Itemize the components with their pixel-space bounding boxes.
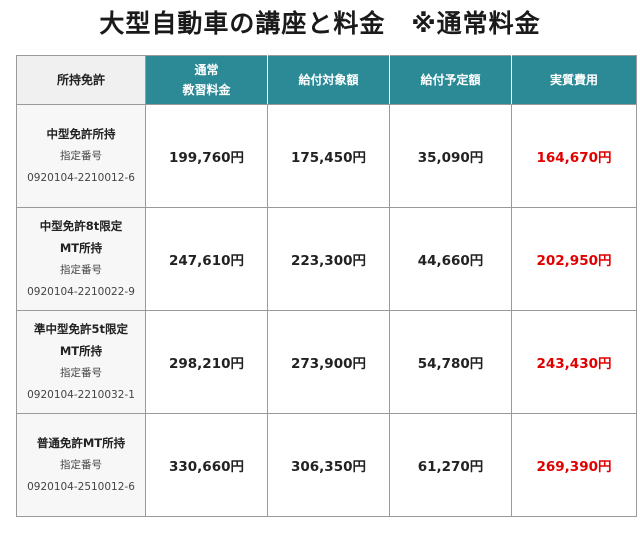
eligible-amount: 223,300円 [291,253,366,269]
tuition-amount: 330,660円 [169,459,244,475]
header-tuition: 通常 教習料金 [145,55,268,105]
header-row: 所持免許 通常 教習料金 給付対象額 給付予定額 実質費用 [16,55,637,105]
eligible-cell: 223,300円 [267,207,390,311]
header-tuition-line1: 通常 [194,63,219,77]
license-cell: 準中型免許5t限定 MT所持 指定番号 0920104-2210032-1 [16,310,146,414]
license-name: 普通免許MT所持 [36,436,126,450]
page-title: 大型自動車の講座と料金 ※通常料金 [99,9,541,38]
designation-label: 指定番号 [60,150,102,162]
license-name-line2: MT所持 [59,241,103,255]
license-cell: 普通免許MT所持 指定番号 0920104-2510012-6 [16,413,146,517]
net-cost-amount: 202,950円 [536,253,612,269]
eligible-cell: 273,900円 [267,310,390,414]
designation-number: 0920104-2210012-6 [27,172,135,184]
fee-table: 所持免許 通常 教習料金 給付対象額 給付予定額 実質費用 中型免許所持 指定番… [16,55,637,517]
tuition-cell: 298,210円 [145,310,268,414]
benefit-amount: 44,660円 [417,253,484,269]
tuition-cell: 330,660円 [145,413,268,517]
benefit-cell: 35,090円 [389,104,512,208]
designation-number: 0920104-2510012-6 [27,481,135,493]
eligible-cell: 175,450円 [267,104,390,208]
header-eligible: 給付対象額 [267,55,390,105]
net-cost-amount: 164,670円 [536,150,612,166]
header-benefit: 給付予定額 [389,55,512,105]
license-name: 準中型免許5t限定 [34,322,128,336]
eligible-cell: 306,350円 [267,413,390,517]
benefit-cell: 44,660円 [389,207,512,311]
designation-number: 0920104-2210022-9 [27,286,135,298]
benefit-cell: 54,780円 [389,310,512,414]
license-name: 中型免許8t限定 [39,219,123,233]
benefit-amount: 35,090円 [417,150,484,166]
tuition-amount: 199,760円 [169,150,244,166]
license-cell: 中型免許8t限定 MT所持 指定番号 0920104-2210022-9 [16,207,146,311]
table-row: 中型免許8t限定 MT所持 指定番号 0920104-2210022-9 247… [16,207,637,311]
net-cell: 164,670円 [511,104,637,208]
eligible-amount: 175,450円 [291,150,366,166]
designation-label: 指定番号 [60,264,102,276]
benefit-amount: 61,270円 [417,459,484,475]
benefit-amount: 54,780円 [417,356,484,372]
table-row: 普通免許MT所持 指定番号 0920104-2510012-6 330,660円… [16,413,637,517]
table-row: 中型免許所持 指定番号 0920104-2210012-6 199,760円 1… [16,104,637,208]
tuition-amount: 298,210円 [169,356,244,372]
license-name-line2: MT所持 [59,344,103,358]
tuition-cell: 199,760円 [145,104,268,208]
table-row: 準中型免許5t限定 MT所持 指定番号 0920104-2210032-1 29… [16,310,637,414]
header-license: 所持免許 [16,55,146,105]
net-cell: 202,950円 [511,207,637,311]
header-tuition-line2: 教習料金 [182,83,231,97]
tuition-cell: 247,610円 [145,207,268,311]
net-cell: 243,430円 [511,310,637,414]
net-cost-amount: 269,390円 [536,459,612,475]
designation-number: 0920104-2210032-1 [27,389,135,401]
header-net: 実質費用 [511,55,637,105]
designation-label: 指定番号 [60,459,102,471]
tuition-amount: 247,610円 [169,253,244,269]
license-name: 中型免許所持 [46,127,116,141]
license-cell: 中型免許所持 指定番号 0920104-2210012-6 [16,104,146,208]
eligible-amount: 273,900円 [291,356,366,372]
designation-label: 指定番号 [60,367,102,379]
eligible-amount: 306,350円 [291,459,366,475]
benefit-cell: 61,270円 [389,413,512,517]
net-cost-amount: 243,430円 [536,356,612,372]
net-cell: 269,390円 [511,413,637,517]
